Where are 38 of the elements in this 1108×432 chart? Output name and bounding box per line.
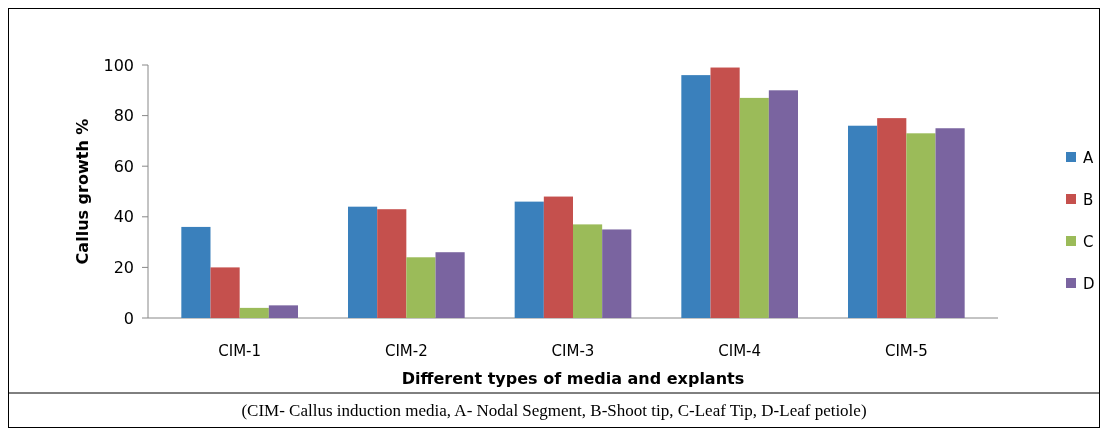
x-tick-label: CIM-5 <box>884 342 928 360</box>
y-tick-label: 80 <box>113 106 134 126</box>
bar <box>210 267 240 318</box>
y-tick-label: 40 <box>113 207 134 227</box>
bar <box>181 226 211 318</box>
bar <box>348 206 378 318</box>
bar <box>435 252 465 318</box>
x-tick-label: CIM-1 <box>218 342 262 360</box>
y-tick-label: 20 <box>113 258 134 277</box>
bar <box>848 125 878 318</box>
text: (CIM- Callus induction media, A- Nodal Segment, B-Shoot tip, C-Leaf Tip, D-Leaf petiole) <box>241 401 867 420</box>
bar <box>935 128 965 318</box>
y-tick-label: 0 <box>123 308 134 328</box>
legend-label: A <box>1083 149 1094 168</box>
bar <box>543 196 573 318</box>
bar <box>406 257 436 318</box>
bar <box>877 118 907 318</box>
bar <box>573 224 603 318</box>
y-axis-title: Callus growth % <box>73 118 92 265</box>
legend-label: C <box>1083 233 1094 252</box>
bar <box>268 305 298 318</box>
y-tick-label: 100 <box>103 55 134 75</box>
bar <box>602 229 632 318</box>
x-axis-title: Different types of media and explants <box>401 369 745 388</box>
legend-label: B <box>1083 191 1094 210</box>
bar <box>710 67 740 318</box>
bar <box>377 209 407 318</box>
bar <box>514 201 544 318</box>
bar <box>906 133 936 318</box>
x-tick-label: CIM-3 <box>551 342 595 360</box>
legend-label: D <box>1083 275 1095 294</box>
bar <box>239 307 269 318</box>
bar <box>768 90 798 318</box>
y-tick-label: 60 <box>113 156 134 176</box>
x-tick-label: CIM-4 <box>718 342 762 360</box>
bar <box>681 75 711 318</box>
bar <box>739 97 769 318</box>
x-tick-label: CIM-2 <box>384 342 428 360</box>
